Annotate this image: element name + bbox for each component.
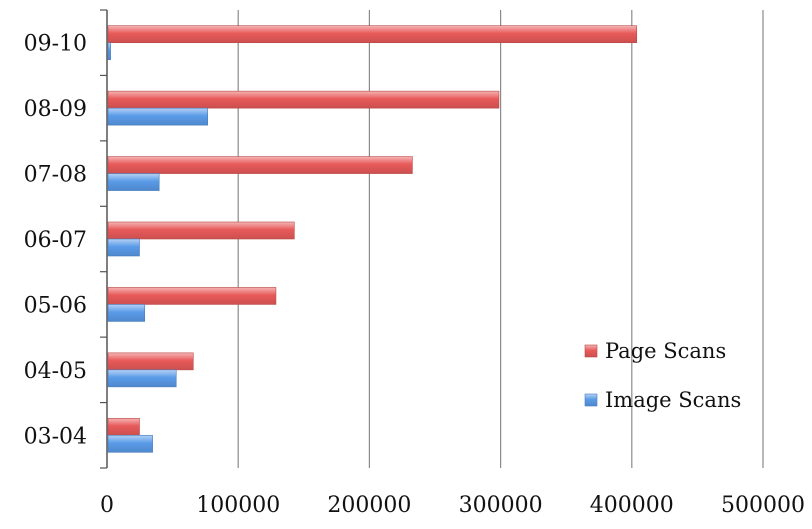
bar-page-scans-07-08: [107, 156, 413, 174]
x-tick-label: 400000: [590, 493, 674, 518]
y-tick-label: 08-09: [24, 97, 87, 122]
y-tick-label: 07-08: [24, 163, 87, 188]
legend-swatch-page-scans: [584, 344, 598, 358]
bar-page-scans-06-07: [107, 221, 295, 240]
x-tick-label: 500000: [721, 493, 805, 518]
bar-image-scans-09-10: [107, 42, 111, 61]
x-tick-label: 300000: [459, 493, 543, 518]
bar-page-scans-04-05: [107, 352, 194, 371]
bar-image-scans-04-05: [107, 369, 177, 388]
bar-page-scans-05-06: [107, 287, 277, 305]
bar-page-scans-08-09: [107, 90, 500, 109]
bar-image-scans-05-06: [107, 304, 146, 322]
x-tick-label: 200000: [327, 493, 411, 518]
y-tick-label: 06-07: [24, 228, 87, 253]
y-tick-label: 05-06: [24, 293, 87, 318]
x-tick-label: 100000: [196, 493, 280, 518]
bar-page-scans-03-04: [107, 417, 140, 436]
x-tick-label: 0: [100, 493, 114, 518]
bar-image-scans-03-04: [107, 434, 153, 453]
y-tick-label: 03-04: [24, 424, 87, 449]
bar-image-scans-07-08: [107, 173, 160, 191]
legend-label: Page Scans: [605, 339, 726, 363]
bar-image-scans-06-07: [107, 238, 140, 257]
y-tick-label: 09-10: [24, 32, 87, 57]
legend-label: Image Scans: [605, 388, 741, 412]
bar-page-scans-09-10: [107, 25, 638, 44]
y-tick-label: 04-05: [24, 359, 87, 384]
bar-image-scans-08-09: [107, 107, 209, 126]
legend-swatch-image-scans: [584, 393, 598, 407]
